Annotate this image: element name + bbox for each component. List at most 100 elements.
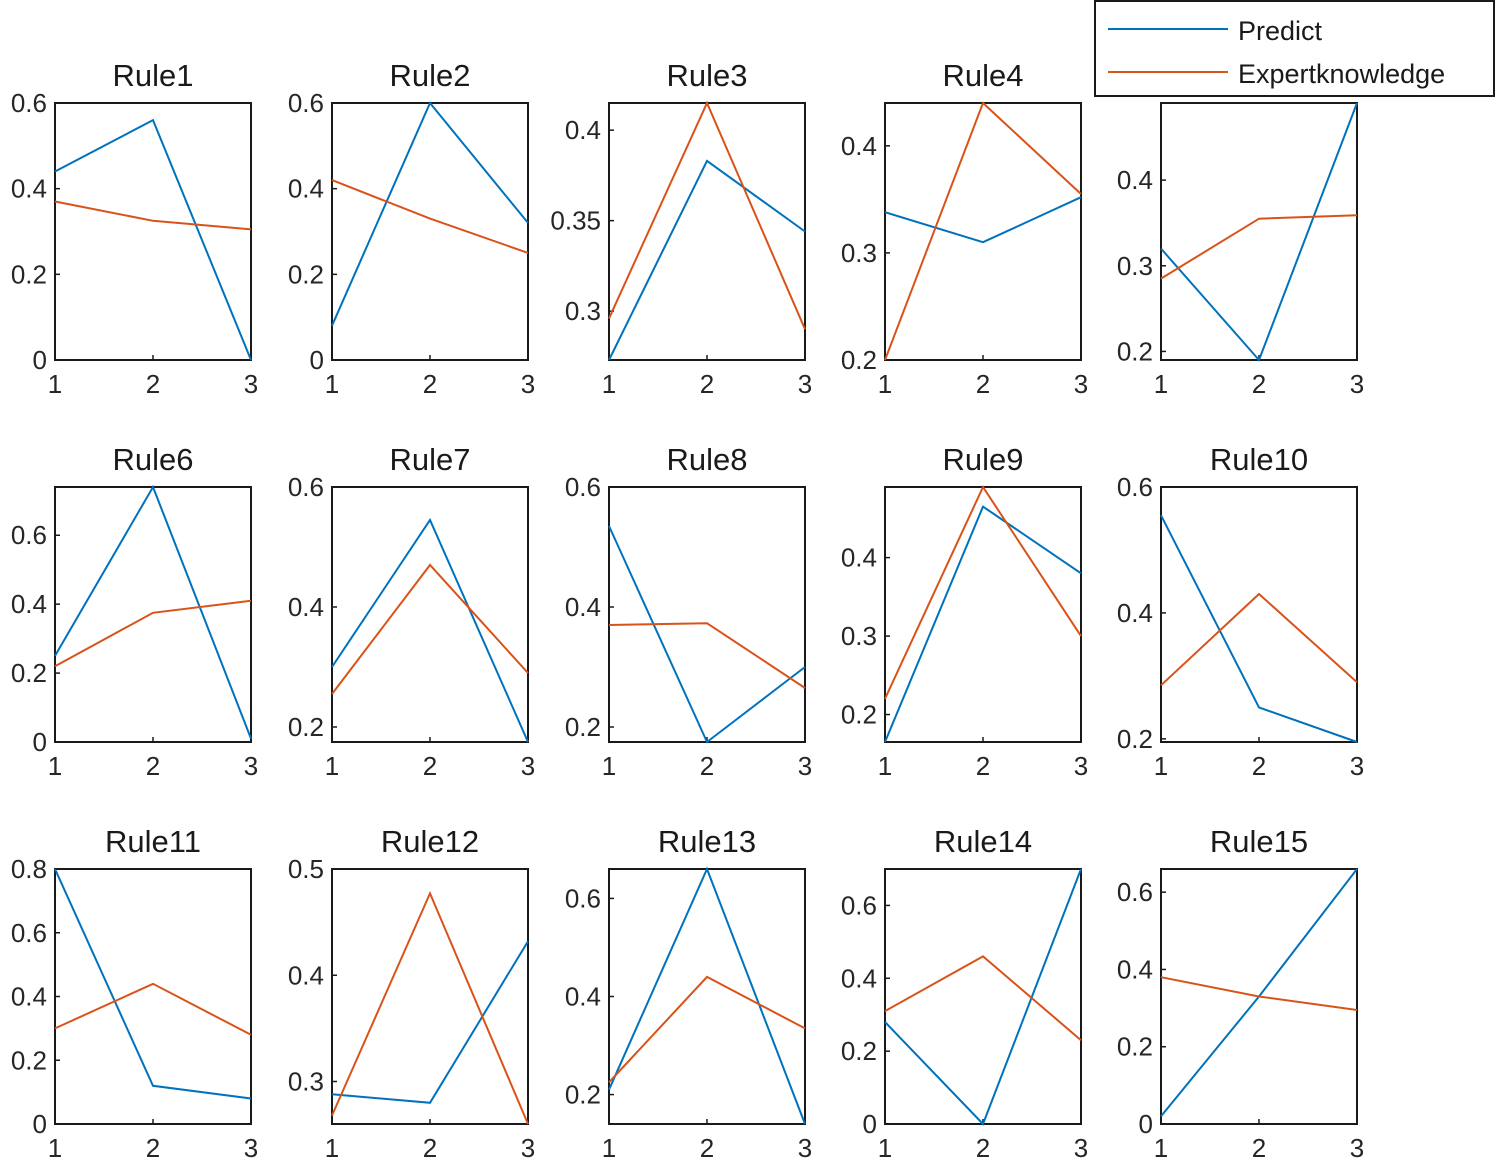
subplot-8: Rule8 1 2 3 0.2 0.4 0.6 (565, 442, 812, 781)
y-tick-label: 0.6 (11, 918, 47, 948)
y-tick-label: 0.6 (565, 472, 601, 502)
y-tick-label: 0.2 (11, 658, 47, 688)
y-tick-label: 0 (1139, 1109, 1153, 1139)
x-tick-label: 3 (798, 369, 812, 399)
axes-box (331, 486, 529, 743)
y-tick-label: 0.2 (1117, 724, 1153, 754)
y-tick-label: 0.4 (288, 960, 324, 990)
y-tick-label: 0 (33, 1109, 47, 1139)
series-line-predict (884, 868, 1082, 1126)
y-tick-label: 0.2 (565, 712, 601, 742)
y-tick-label: 0.4 (565, 982, 601, 1012)
subplot-title: Rule14 (934, 824, 1032, 859)
legend: Predict Expertknowledge (1094, 0, 1495, 97)
y-tick-label: 0.4 (1117, 954, 1153, 984)
subplot-12: Rule12 1 2 3 0.3 0.4 0.5 (288, 824, 535, 1163)
subplot-title: Rule6 (113, 442, 194, 477)
y-tick-label: 0.2 (11, 259, 47, 289)
y-tick-label: 0.6 (1117, 877, 1153, 907)
subplot-title: Rule9 (943, 442, 1024, 477)
subplot-title: Rule2 (390, 58, 471, 93)
subplot-9: Rule9 1 2 3 0.2 0.3 0.4 (841, 442, 1088, 781)
y-tick-label: 0.6 (288, 88, 324, 118)
y-tick-label: 0.4 (11, 589, 47, 619)
subplot-title: Rule3 (667, 58, 748, 93)
y-tick-label: 0.4 (841, 131, 877, 161)
x-tick-label: 1 (48, 1133, 62, 1163)
x-tick-label: 2 (146, 369, 160, 399)
y-tick-label: 0.6 (841, 890, 877, 920)
x-tick-label: 1 (325, 1133, 339, 1163)
x-tick-label: 3 (1350, 1133, 1364, 1163)
x-tick-label: 1 (878, 751, 892, 781)
x-tick-label: 3 (244, 751, 258, 781)
subplot-title: Rule12 (381, 824, 479, 859)
y-tick-label: 0 (33, 345, 47, 375)
subplot-title: Rule13 (658, 824, 756, 859)
series-line-predict (884, 196, 1082, 244)
series-line-expertknowledge (608, 975, 806, 1083)
subplot-4: Rule4 1 2 3 0.2 0.3 0.4 (841, 58, 1088, 399)
y-tick-label: 0.5 (288, 854, 324, 884)
y-tick-label: 0.3 (288, 1067, 324, 1097)
x-tick-label: 3 (1074, 1133, 1088, 1163)
series-line-predict (1160, 514, 1358, 743)
subplot-15: Rule15 1 2 3 0 0.2 0.4 0.6 (1117, 824, 1364, 1163)
series-line-expertknowledge (54, 200, 252, 231)
y-tick-label: 0 (33, 727, 47, 757)
subplot-title: Rule7 (390, 442, 471, 477)
x-tick-label: 1 (602, 1133, 616, 1163)
y-tick-label: 0.4 (1117, 598, 1153, 628)
y-tick-label: 0.2 (288, 712, 324, 742)
axes-box (54, 868, 252, 1125)
subplot-title: Rule10 (1210, 442, 1308, 477)
y-tick-label: 0.2 (11, 1045, 47, 1075)
y-tick-label: 0.2 (841, 1036, 877, 1066)
x-tick-label: 2 (976, 369, 990, 399)
y-tick-label: 0.4 (11, 174, 47, 204)
series-line-expertknowledge (884, 484, 1082, 700)
y-tick-label: 0.4 (11, 982, 47, 1012)
axes-box (331, 102, 529, 361)
legend-predict-label: Predict (1238, 16, 1323, 46)
x-tick-label: 2 (1252, 751, 1266, 781)
y-tick-label: 0.6 (288, 472, 324, 502)
series-line-expertknowledge (608, 100, 806, 330)
axes-box (608, 486, 806, 743)
subplot-11: Rule11 1 2 3 0 0.2 0.4 0.6 0.8 (11, 824, 258, 1163)
axes-box (54, 486, 252, 743)
series-line-predict (608, 866, 806, 1125)
x-tick-label: 3 (521, 1133, 535, 1163)
y-tick-label: 0.4 (841, 543, 877, 573)
x-tick-label: 2 (700, 369, 714, 399)
x-tick-label: 2 (976, 1133, 990, 1163)
subplot-7: Rule7 1 2 3 0.2 0.4 0.6 (288, 442, 535, 781)
y-tick-label: 0.4 (1117, 165, 1153, 195)
y-tick-label: 0.2 (1117, 336, 1153, 366)
y-tick-label: 0.6 (11, 520, 47, 550)
y-tick-label: 0.4 (565, 592, 601, 622)
series-line-expertknowledge (884, 955, 1082, 1041)
x-tick-label: 3 (798, 1133, 812, 1163)
axes-box (884, 868, 1082, 1125)
y-tick-label: 0.2 (565, 1080, 601, 1110)
x-tick-label: 1 (878, 369, 892, 399)
x-tick-label: 1 (1154, 369, 1168, 399)
subplot-title: Rule4 (943, 58, 1024, 93)
subplot-14: Rule14 1 2 3 0 0.2 0.4 0.6 (841, 824, 1088, 1163)
subplot-13: Rule13 1 2 3 0.2 0.4 0.6 (565, 824, 812, 1163)
y-tick-label: 0.3 (1117, 251, 1153, 281)
x-tick-label: 2 (146, 751, 160, 781)
series-line-expertknowledge (331, 563, 529, 695)
series-line-predict (608, 525, 806, 744)
subplot-3: Rule3 1 2 3 0.3 0.35 0.4 (550, 58, 812, 399)
axes-box (884, 102, 1082, 361)
subplot-6: Rule6 1 2 3 0 0.2 0.4 0.6 (11, 442, 258, 781)
series-line-predict (54, 484, 252, 739)
y-tick-label: 0.8 (11, 854, 47, 884)
y-tick-label: 0.2 (841, 700, 877, 730)
x-tick-label: 1 (325, 751, 339, 781)
axes-box (54, 102, 252, 361)
y-tick-label: 0.3 (841, 621, 877, 651)
